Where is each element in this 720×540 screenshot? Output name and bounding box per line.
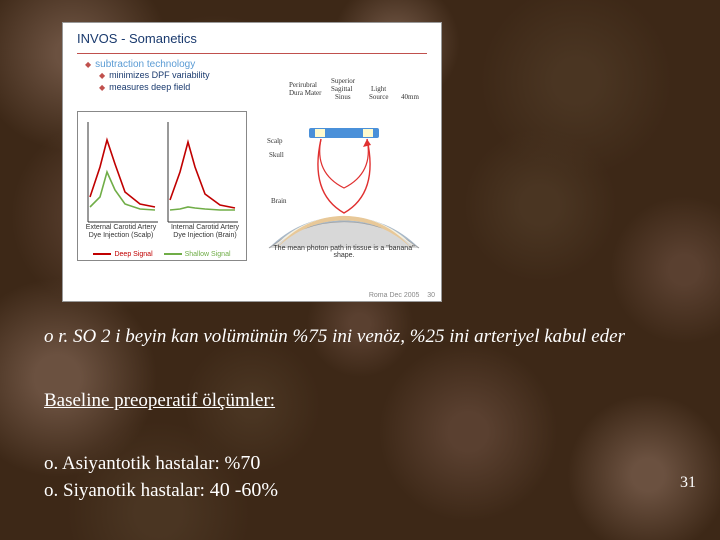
- svg-text:Brain: Brain: [271, 197, 287, 205]
- line3a-prefix: o. Asiyantotik hastalar: %: [44, 453, 240, 474]
- svg-text:Sinus: Sinus: [335, 93, 351, 101]
- signal-chart: External Carotid ArteryDye Injection (Sc…: [77, 111, 247, 261]
- bullet-icon: ◆: [99, 71, 105, 80]
- chart-legend: Deep Signal Shallow Signal: [88, 251, 236, 258]
- figure-divider: [77, 53, 427, 54]
- brain-diagram: Perirubral Dura Mater Superior Sagittal …: [259, 73, 429, 263]
- svg-text:Source: Source: [369, 93, 388, 101]
- svg-text:Superior: Superior: [331, 77, 356, 85]
- signal-chart-svg: [78, 112, 248, 262]
- legend-deep: Deep Signal: [114, 251, 152, 258]
- svg-text:Sagittal: Sagittal: [331, 85, 352, 93]
- body-line-2: Baseline preoperatif ölçümler:: [44, 390, 690, 412]
- embedded-figure: INVOS - Somanetics ◆subtraction technolo…: [62, 22, 442, 302]
- figure-title: INVOS - Somanetics: [77, 31, 197, 46]
- bullet-sub: minimizes DPF variability: [109, 70, 210, 80]
- svg-text:Skull: Skull: [269, 151, 284, 159]
- body-line-1: o r. SO 2 i beyin kan volümünün %75 ini …: [44, 325, 690, 349]
- line3a-emph: 70: [240, 452, 260, 474]
- line3b-emph: 40 -60%: [210, 479, 278, 501]
- svg-text:Dura Mater: Dura Mater: [289, 89, 322, 97]
- figure-footer-right: 30: [427, 292, 435, 299]
- svg-text:Light: Light: [371, 85, 386, 93]
- figure-bullets: ◆subtraction technology ◆minimizes DPF v…: [85, 59, 210, 93]
- svg-text:40mm: 40mm: [401, 93, 419, 101]
- line3b-prefix: o. Siyanotik hastalar:: [44, 480, 210, 501]
- figure-footer: Roma Dec 2005 30: [369, 292, 435, 299]
- bullet-icon: ◆: [99, 83, 105, 92]
- legend-shallow: Shallow Signal: [185, 251, 231, 258]
- x-label-left: External Carotid ArteryDye Injection (Sc…: [82, 224, 160, 239]
- figure-footer-left: Roma Dec 2005: [369, 292, 420, 299]
- x-label-right: Internal Carotid ArteryDye Injection (Br…: [166, 224, 244, 239]
- page-number: 31: [680, 474, 696, 492]
- brain-diagram-svg: Perirubral Dura Mater Superior Sagittal …: [259, 73, 429, 263]
- bullet-main: subtraction technology: [95, 59, 195, 70]
- svg-text:Perirubral: Perirubral: [289, 81, 317, 89]
- body-line-3: o. Asiyantotik hastalar: %70 o. Siyanoti…: [44, 450, 690, 504]
- bullet-icon: ◆: [85, 60, 91, 69]
- bullet-sub: measures deep field: [109, 82, 190, 92]
- diagram-caption: The mean photon path in tissue is a "ban…: [263, 245, 425, 259]
- svg-text:Scalp: Scalp: [267, 137, 283, 145]
